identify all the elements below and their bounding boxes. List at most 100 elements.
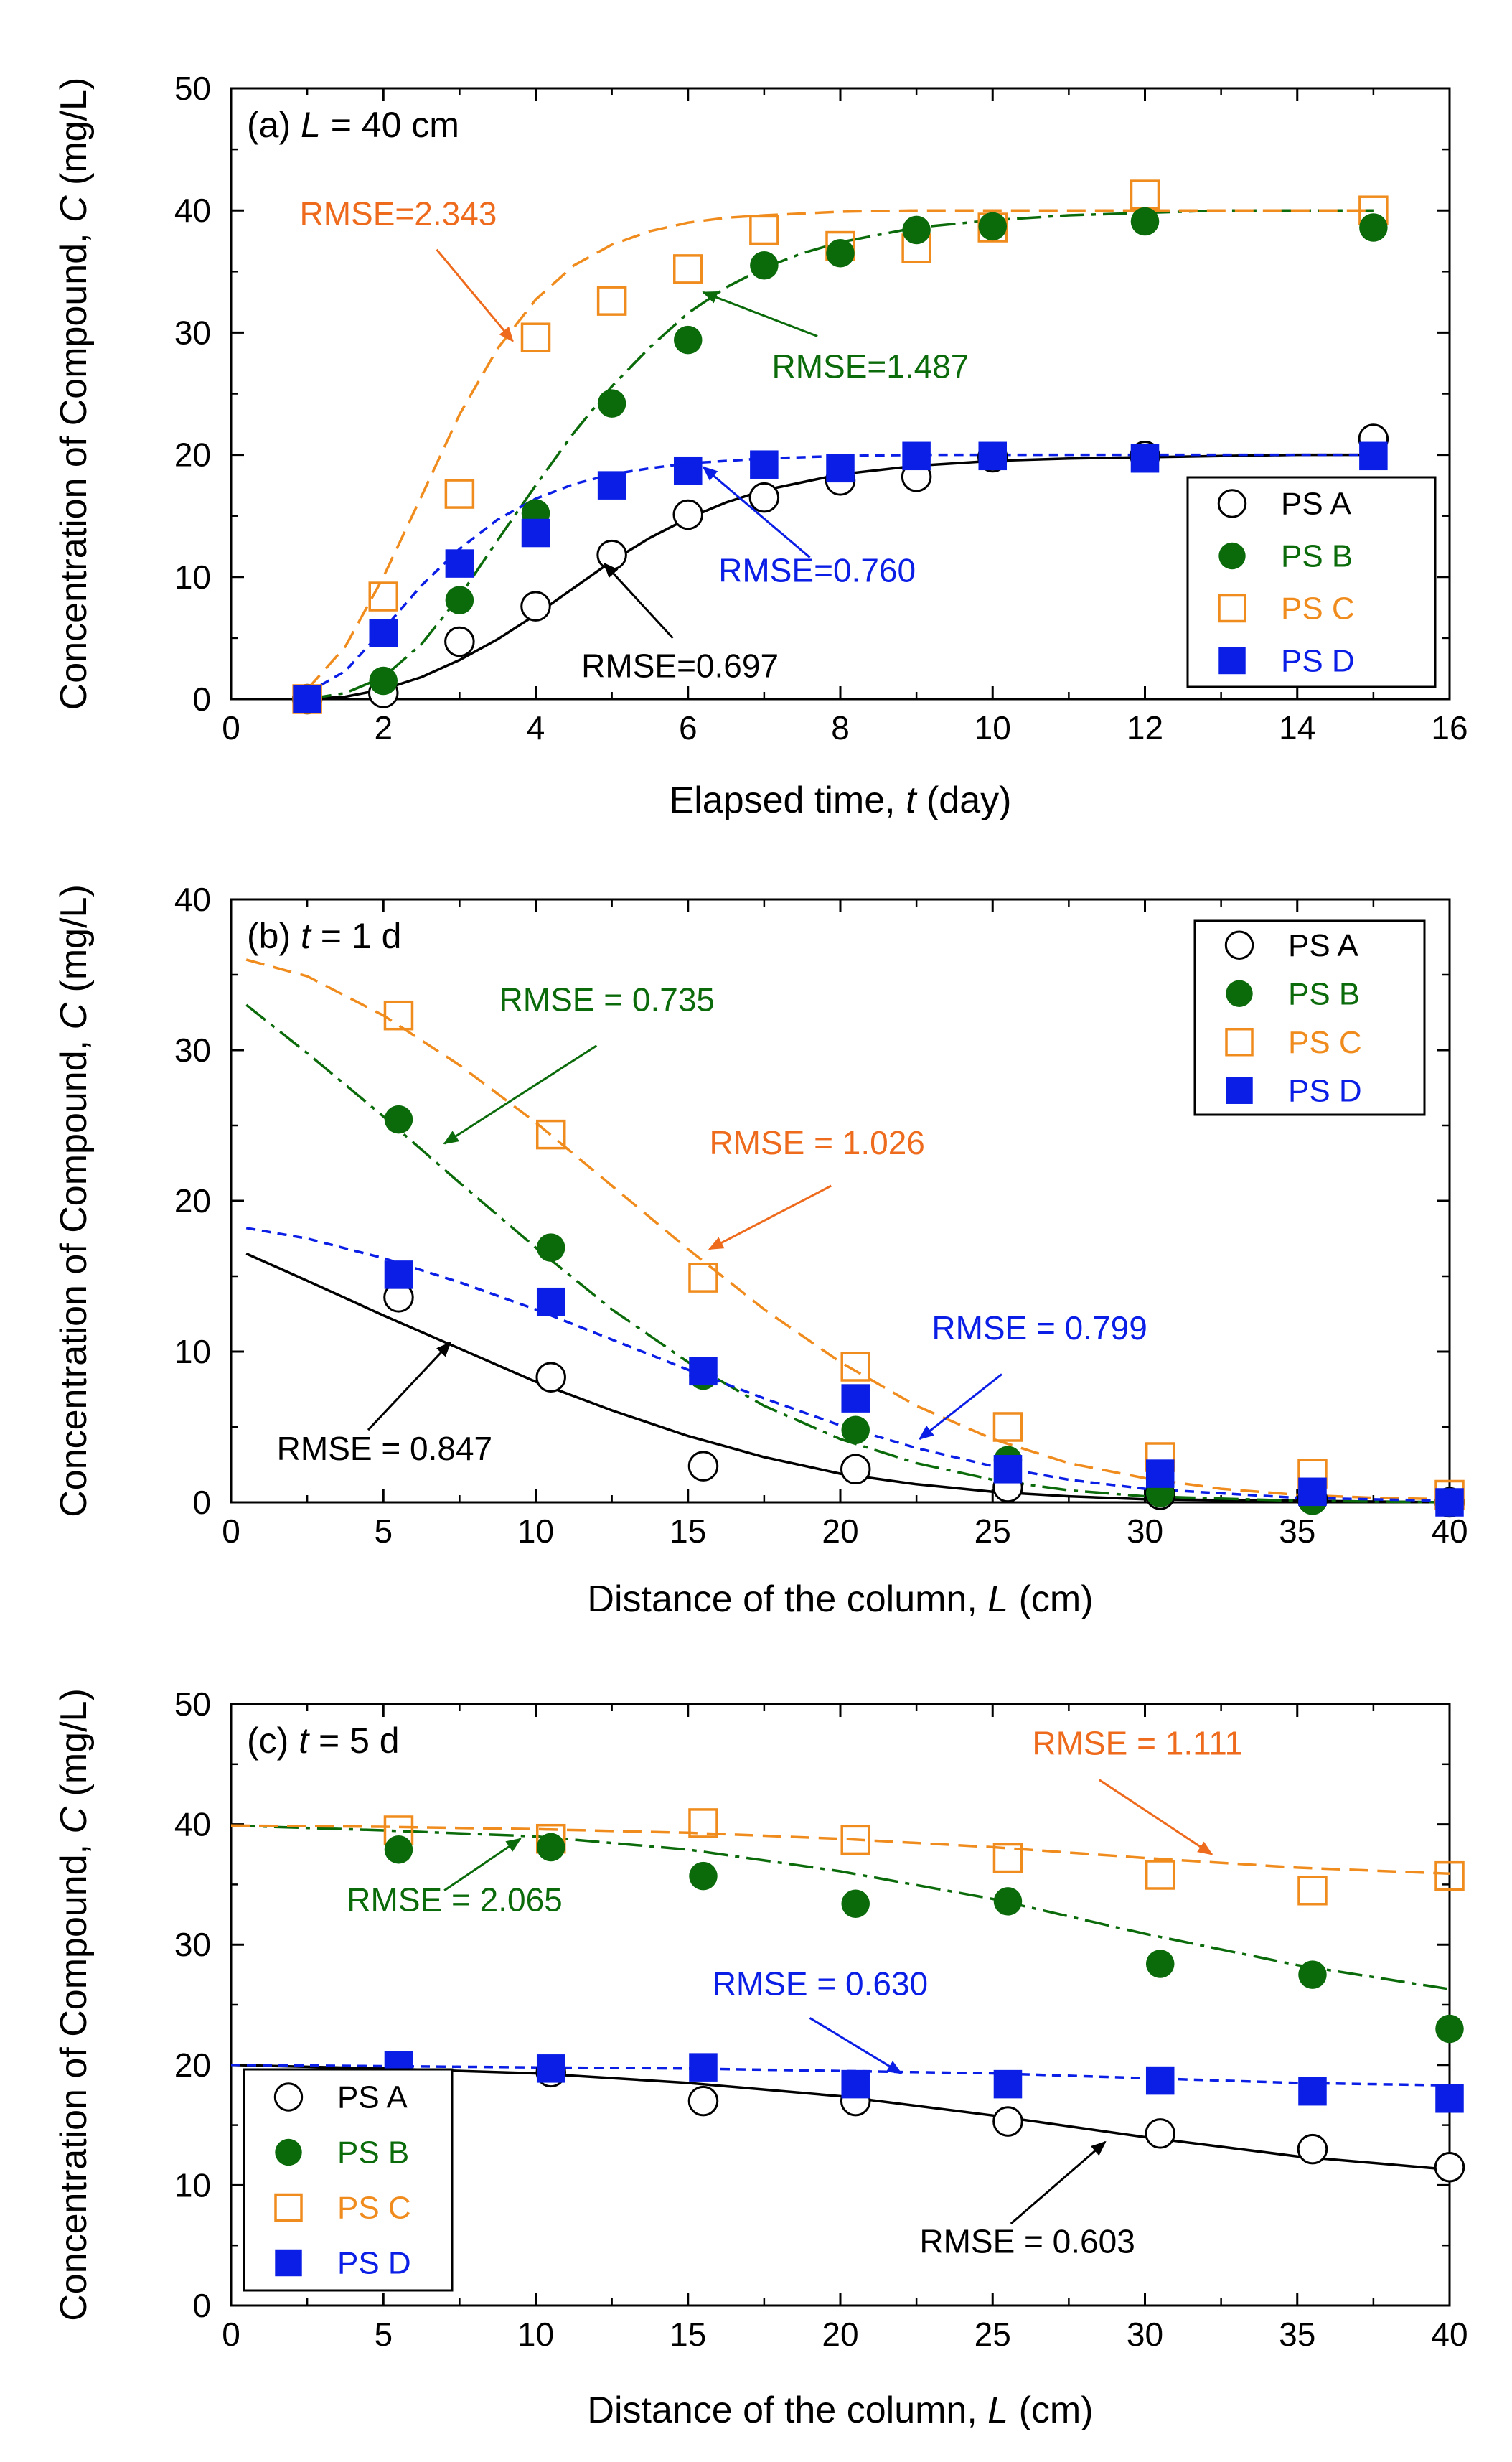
y-tick-label: 10 bbox=[174, 2166, 211, 2204]
legend-label-d: PS D bbox=[1281, 644, 1355, 679]
rmse-label-a: RMSE = 0.847 bbox=[277, 1430, 492, 1467]
data-point-d bbox=[841, 2069, 870, 2099]
data-point-a bbox=[444, 626, 475, 657]
y-tick-label: 50 bbox=[174, 1685, 211, 1723]
data-point-b bbox=[384, 1105, 413, 1134]
legend-label-b: PS B bbox=[337, 2135, 409, 2171]
rmse-label-a: RMSE=0.697 bbox=[581, 647, 779, 684]
x-tick-label: 4 bbox=[527, 709, 545, 746]
data-point-a bbox=[1434, 2152, 1465, 2183]
data-point-b bbox=[673, 325, 703, 355]
data-point-d bbox=[689, 2053, 718, 2082]
x-axis-title: Elapsed time, t (day) bbox=[670, 780, 1012, 821]
legend-label-c: PS C bbox=[337, 2191, 411, 2226]
data-point-b bbox=[445, 586, 474, 614]
rmse-arrow-b bbox=[702, 291, 818, 337]
data-point-c bbox=[383, 1000, 414, 1031]
y-tick-label: 20 bbox=[174, 436, 211, 474]
data-point-a bbox=[840, 1454, 871, 1485]
data-point-c bbox=[688, 1263, 718, 1293]
legend-label-b: PS B bbox=[1288, 976, 1360, 1011]
data-point-a bbox=[992, 2106, 1023, 2137]
x-tick-label: 0 bbox=[222, 709, 240, 746]
y-axis-title: Concentration of Compound, C (mg/L) bbox=[53, 1688, 95, 2321]
data-point-b bbox=[536, 1833, 565, 1862]
x-tick-label: 30 bbox=[1127, 2316, 1163, 2353]
y-tick-label: 0 bbox=[192, 2287, 211, 2324]
legend-label-a: PS A bbox=[1281, 487, 1351, 522]
fit-curve-c bbox=[245, 958, 1450, 1501]
rmse-label-c: RMSE = 1.026 bbox=[709, 1124, 924, 1161]
legend: PS A PS B PS C PS D bbox=[1193, 919, 1426, 1116]
data-point-b bbox=[536, 1233, 565, 1262]
data-point-a bbox=[687, 1451, 719, 1482]
legend-label-d: PS D bbox=[337, 2246, 411, 2281]
data-point-d bbox=[841, 1384, 870, 1413]
legend-label-c: PS C bbox=[1288, 1025, 1362, 1060]
panel-label: (a) L = 40 cm bbox=[247, 105, 459, 145]
rmse-label-d: RMSE = 0.630 bbox=[713, 1965, 928, 2003]
x-tick-label: 15 bbox=[670, 1512, 706, 1550]
data-point-c bbox=[596, 286, 627, 316]
y-tick-label: 40 bbox=[174, 1806, 211, 1843]
data-point-c bbox=[1130, 179, 1160, 210]
data-point-d bbox=[750, 450, 779, 479]
data-point-c bbox=[688, 1808, 718, 1838]
data-point-b bbox=[1298, 1960, 1327, 1989]
data-point-d bbox=[369, 619, 398, 647]
data-point-c bbox=[1297, 1876, 1328, 1906]
legend-marker-d bbox=[1218, 647, 1246, 675]
legend-label-b: PS B bbox=[1281, 539, 1353, 574]
x-tick-label: 40 bbox=[1431, 1512, 1468, 1550]
x-tick-label: 5 bbox=[374, 1512, 393, 1550]
data-point-d bbox=[993, 2069, 1023, 2099]
rmse-label-b: RMSE = 0.735 bbox=[499, 980, 715, 1018]
data-point-a bbox=[596, 539, 627, 571]
y-tick-label: 30 bbox=[174, 1926, 211, 1963]
x-axis-title: Distance of the column, L (cm) bbox=[587, 2390, 1093, 2431]
rmse-arrow-a bbox=[367, 1342, 451, 1431]
rmse-label-b: RMSE=1.487 bbox=[771, 347, 969, 385]
data-point-a bbox=[672, 499, 704, 530]
rmse-arrow-d bbox=[702, 466, 811, 558]
rmse-arrow-b bbox=[443, 1044, 598, 1145]
data-point-b bbox=[841, 1889, 870, 1918]
data-point-d bbox=[445, 549, 474, 578]
legend-label-a: PS A bbox=[337, 2080, 408, 2115]
fit-curve-b bbox=[230, 1824, 1450, 1990]
x-tick-label: 20 bbox=[822, 2316, 858, 2353]
x-tick-label: 10 bbox=[517, 1512, 554, 1550]
data-point-a bbox=[1297, 2133, 1328, 2165]
data-point-d bbox=[826, 454, 855, 483]
rmse-label-d: RMSE = 0.799 bbox=[931, 1309, 1147, 1347]
data-point-d bbox=[902, 441, 931, 471]
legend-marker-a bbox=[1217, 489, 1247, 518]
x-tick-label: 25 bbox=[975, 1512, 1011, 1550]
legend-marker-a bbox=[1224, 930, 1254, 960]
x-tick-label: 20 bbox=[822, 1512, 858, 1550]
x-tick-label: 0 bbox=[222, 2316, 240, 2353]
x-axis-title: Distance of the column, L (cm) bbox=[587, 1578, 1093, 1620]
data-point-d bbox=[993, 1455, 1023, 1484]
y-tick-label: 40 bbox=[174, 881, 211, 918]
data-point-d bbox=[536, 2054, 565, 2083]
x-tick-label: 2 bbox=[374, 709, 393, 746]
data-point-c bbox=[992, 1843, 1023, 1873]
data-point-c bbox=[535, 1119, 566, 1150]
data-point-c bbox=[840, 1825, 870, 1855]
data-point-c bbox=[840, 1352, 870, 1382]
data-point-c bbox=[673, 254, 703, 284]
rmse-arrow-a bbox=[1010, 2140, 1107, 2225]
x-tick-label: 6 bbox=[679, 709, 698, 746]
data-point-b bbox=[1130, 207, 1160, 236]
legend-marker-a bbox=[273, 2082, 304, 2112]
fit-curve-c bbox=[306, 209, 1374, 691]
legend: PS A PS B PS C PS D bbox=[1186, 476, 1437, 688]
x-tick-label: 5 bbox=[374, 2316, 393, 2353]
chart-panel-b: 0 5 10 15 20 25 30 35 40 0 10 20 30 40 Distance of the… bbox=[53, 881, 1468, 1620]
x-tick-label: 16 bbox=[1431, 709, 1468, 746]
legend-marker-c bbox=[1218, 594, 1246, 623]
data-point-a bbox=[687, 2085, 719, 2117]
y-axis-title: Concentration of Compound, C (mg/L) bbox=[53, 884, 95, 1517]
